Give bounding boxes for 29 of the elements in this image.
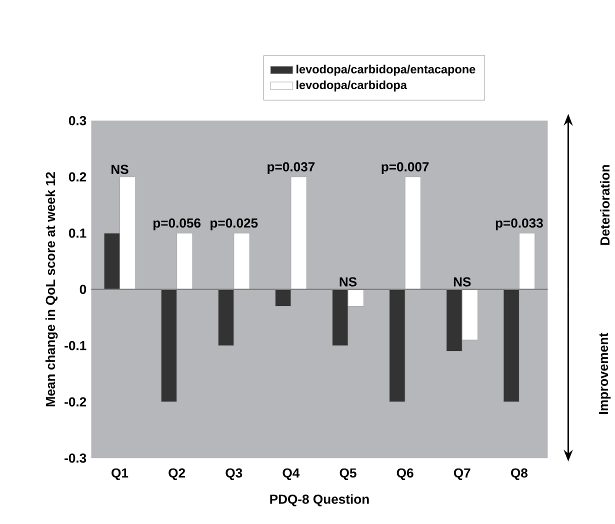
- legend-label: levodopa/carbidopa/entacapone: [296, 64, 476, 76]
- annotation: p=0.056: [154, 218, 201, 230]
- y-tick-label: 0.2: [68, 172, 86, 182]
- annotation: NS: [454, 277, 471, 287]
- annotation: p=0.007: [382, 162, 429, 174]
- y-axis-title: Mean change in QoL score at week 12: [45, 172, 58, 406]
- x-tick-label: Q2: [168, 468, 186, 480]
- x-tick-label: Q7: [454, 468, 470, 480]
- annotation: p=0.037: [268, 162, 315, 174]
- y-tick-label: -0.3: [64, 454, 86, 463]
- legend-label: levodopa/carbidopa: [296, 80, 408, 92]
- annotation: NS: [340, 277, 357, 287]
- annotation: NS: [112, 164, 128, 174]
- x-tick-label: Q4: [282, 468, 300, 480]
- y-tick-label: -0.2: [64, 397, 86, 407]
- text: Deterioration: [600, 165, 610, 245]
- y-tick-label: 0.3: [68, 116, 86, 126]
- annotation: p=0.025: [210, 218, 258, 230]
- annotation: p=0.033: [496, 218, 543, 230]
- x-tick-label: Q5: [340, 468, 356, 480]
- x-tick-label: Q1: [112, 468, 128, 480]
- y-tick-label: 0: [80, 284, 86, 294]
- y-tick-label: -0.1: [64, 341, 86, 350]
- y-tick-label: 0.1: [68, 228, 86, 238]
- x-axis-title: PDQ-8 Question: [270, 494, 369, 506]
- x-tick-label: Q8: [511, 468, 528, 480]
- x-tick-label: Q3: [226, 468, 242, 480]
- x-tick-label: Q6: [396, 468, 414, 480]
- text: Improvement: [598, 332, 611, 414]
